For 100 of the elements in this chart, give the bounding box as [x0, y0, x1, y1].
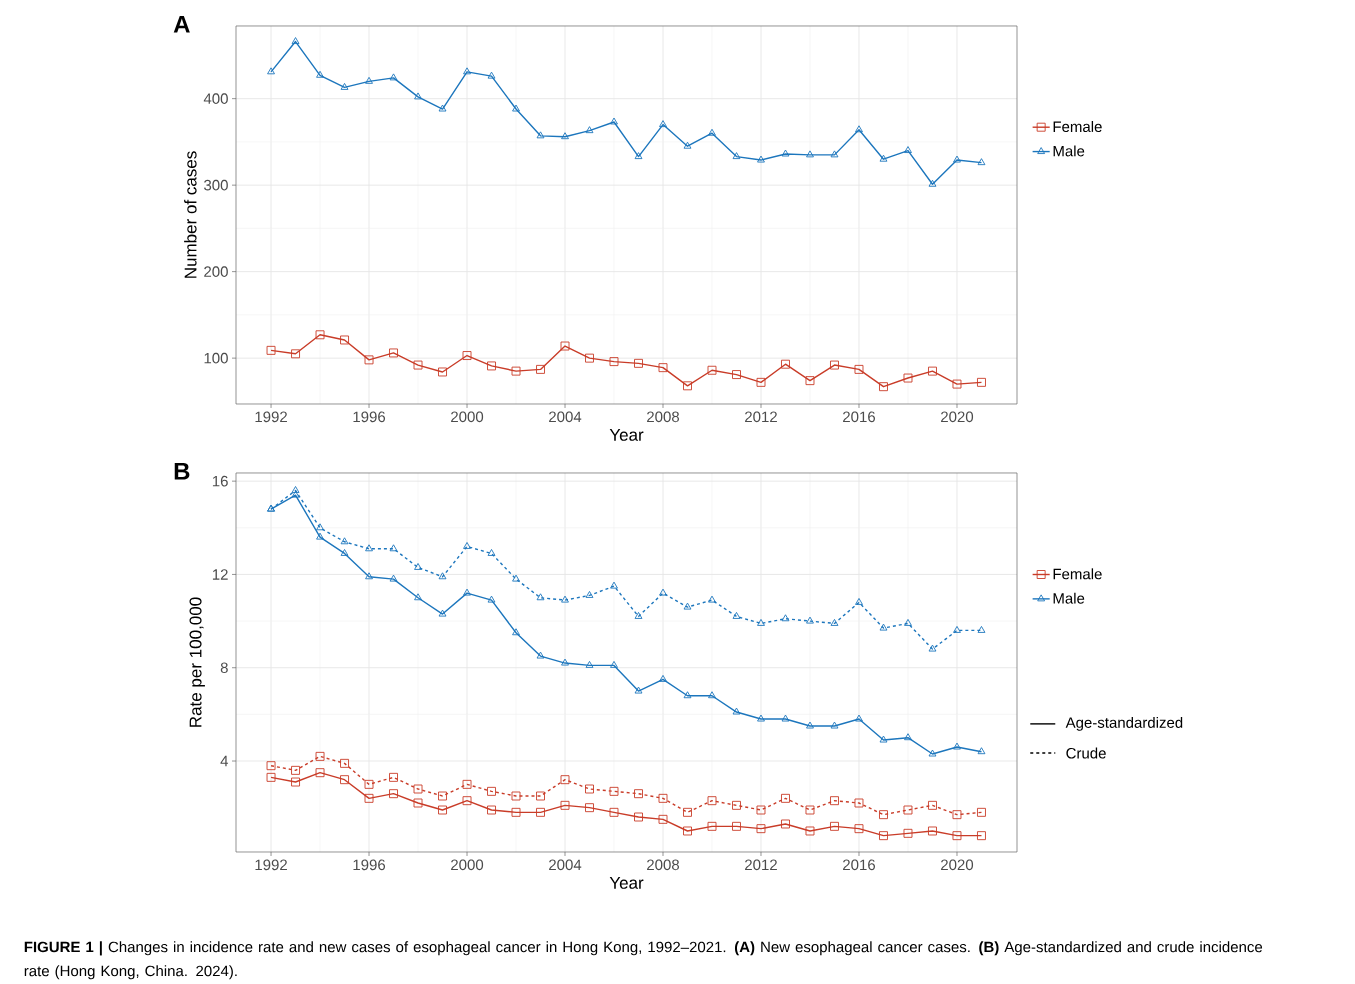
point — [928, 826, 937, 836]
point — [952, 810, 962, 820]
point — [732, 152, 741, 160]
point — [316, 70, 324, 78]
point — [707, 796, 717, 806]
point — [340, 758, 349, 768]
point — [511, 807, 521, 817]
point — [830, 150, 839, 158]
point — [561, 658, 569, 666]
legend-label: Male — [1053, 592, 1085, 604]
point — [854, 824, 864, 834]
point — [658, 814, 668, 824]
point — [757, 155, 765, 163]
point — [953, 742, 961, 750]
x-tick-label: 2016 — [843, 411, 876, 423]
point — [389, 73, 398, 81]
point — [512, 104, 520, 112]
point — [708, 595, 716, 603]
x-axis-title: Year — [609, 429, 644, 441]
y-tick-label: 200 — [204, 266, 228, 277]
point — [365, 572, 373, 580]
point — [953, 625, 961, 633]
x-tick-label: 2012 — [745, 859, 777, 871]
point — [781, 614, 790, 622]
point — [977, 377, 986, 387]
point — [732, 800, 741, 810]
point — [806, 616, 814, 624]
y-axis-title: Rate per 100,000 — [189, 597, 205, 727]
point — [364, 355, 374, 365]
point — [487, 786, 496, 796]
text: Crude — [1066, 747, 1106, 759]
point — [879, 831, 888, 841]
point — [659, 674, 667, 682]
point — [805, 805, 815, 815]
point — [536, 593, 545, 601]
point — [536, 807, 545, 817]
point — [879, 810, 888, 820]
point — [904, 733, 912, 741]
text: Age-standardized — [1065, 716, 1183, 731]
point — [609, 786, 619, 796]
point — [536, 651, 545, 659]
y-axis-title: Number of cases — [184, 151, 197, 278]
point — [463, 588, 471, 596]
point — [904, 146, 912, 153]
point — [977, 831, 986, 841]
point — [708, 128, 716, 136]
point — [438, 791, 447, 801]
point — [928, 644, 937, 652]
point — [266, 345, 276, 355]
point — [291, 765, 300, 775]
point — [928, 749, 937, 757]
x-tick-label: 2004 — [549, 859, 582, 871]
point — [781, 149, 790, 157]
point — [340, 549, 349, 556]
point — [487, 549, 496, 556]
point — [365, 544, 373, 552]
point — [316, 523, 324, 531]
point — [683, 381, 692, 391]
point — [610, 581, 618, 589]
point — [291, 777, 300, 787]
y-tick-label: 12 — [212, 569, 228, 580]
point — [413, 784, 423, 794]
x-tick-label: 2016 — [843, 859, 876, 871]
legend-label: Male — [1053, 145, 1085, 157]
y-tick-label: 100 — [204, 352, 228, 364]
point — [609, 807, 619, 817]
point — [855, 125, 863, 133]
point — [707, 365, 717, 375]
x-tick-label: 2000 — [451, 411, 484, 423]
point — [830, 796, 839, 806]
point — [903, 373, 913, 383]
point — [707, 821, 717, 831]
point — [977, 807, 986, 817]
point — [830, 821, 839, 831]
point — [708, 691, 716, 699]
point — [585, 660, 594, 668]
point — [756, 824, 766, 834]
x-tick-label: 1992 — [255, 859, 287, 871]
point — [389, 348, 398, 358]
point — [952, 379, 962, 389]
x-tick-label: 2012 — [745, 411, 777, 423]
point — [806, 721, 814, 729]
point — [903, 828, 913, 838]
point — [879, 735, 888, 743]
point — [364, 793, 374, 803]
point — [756, 805, 766, 815]
point — [414, 593, 422, 601]
point — [855, 714, 863, 722]
point — [977, 158, 986, 166]
point — [805, 826, 815, 836]
x-tick-label: 2008 — [647, 859, 680, 871]
point — [928, 366, 937, 376]
point — [658, 793, 668, 803]
point — [340, 335, 349, 345]
point — [781, 359, 790, 369]
point — [340, 537, 349, 545]
point — [781, 714, 790, 722]
point — [609, 357, 619, 367]
text: FIGURE 1 | Changes in incidence rate and new cases of esophageal cancer in Hong Kong, 1992–2021. (A) New esophageal cancer cases. (B) Age-standardized and crude incidence rate (Hong Kong, China. 2024). — [24, 941, 1263, 980]
point — [487, 595, 496, 603]
